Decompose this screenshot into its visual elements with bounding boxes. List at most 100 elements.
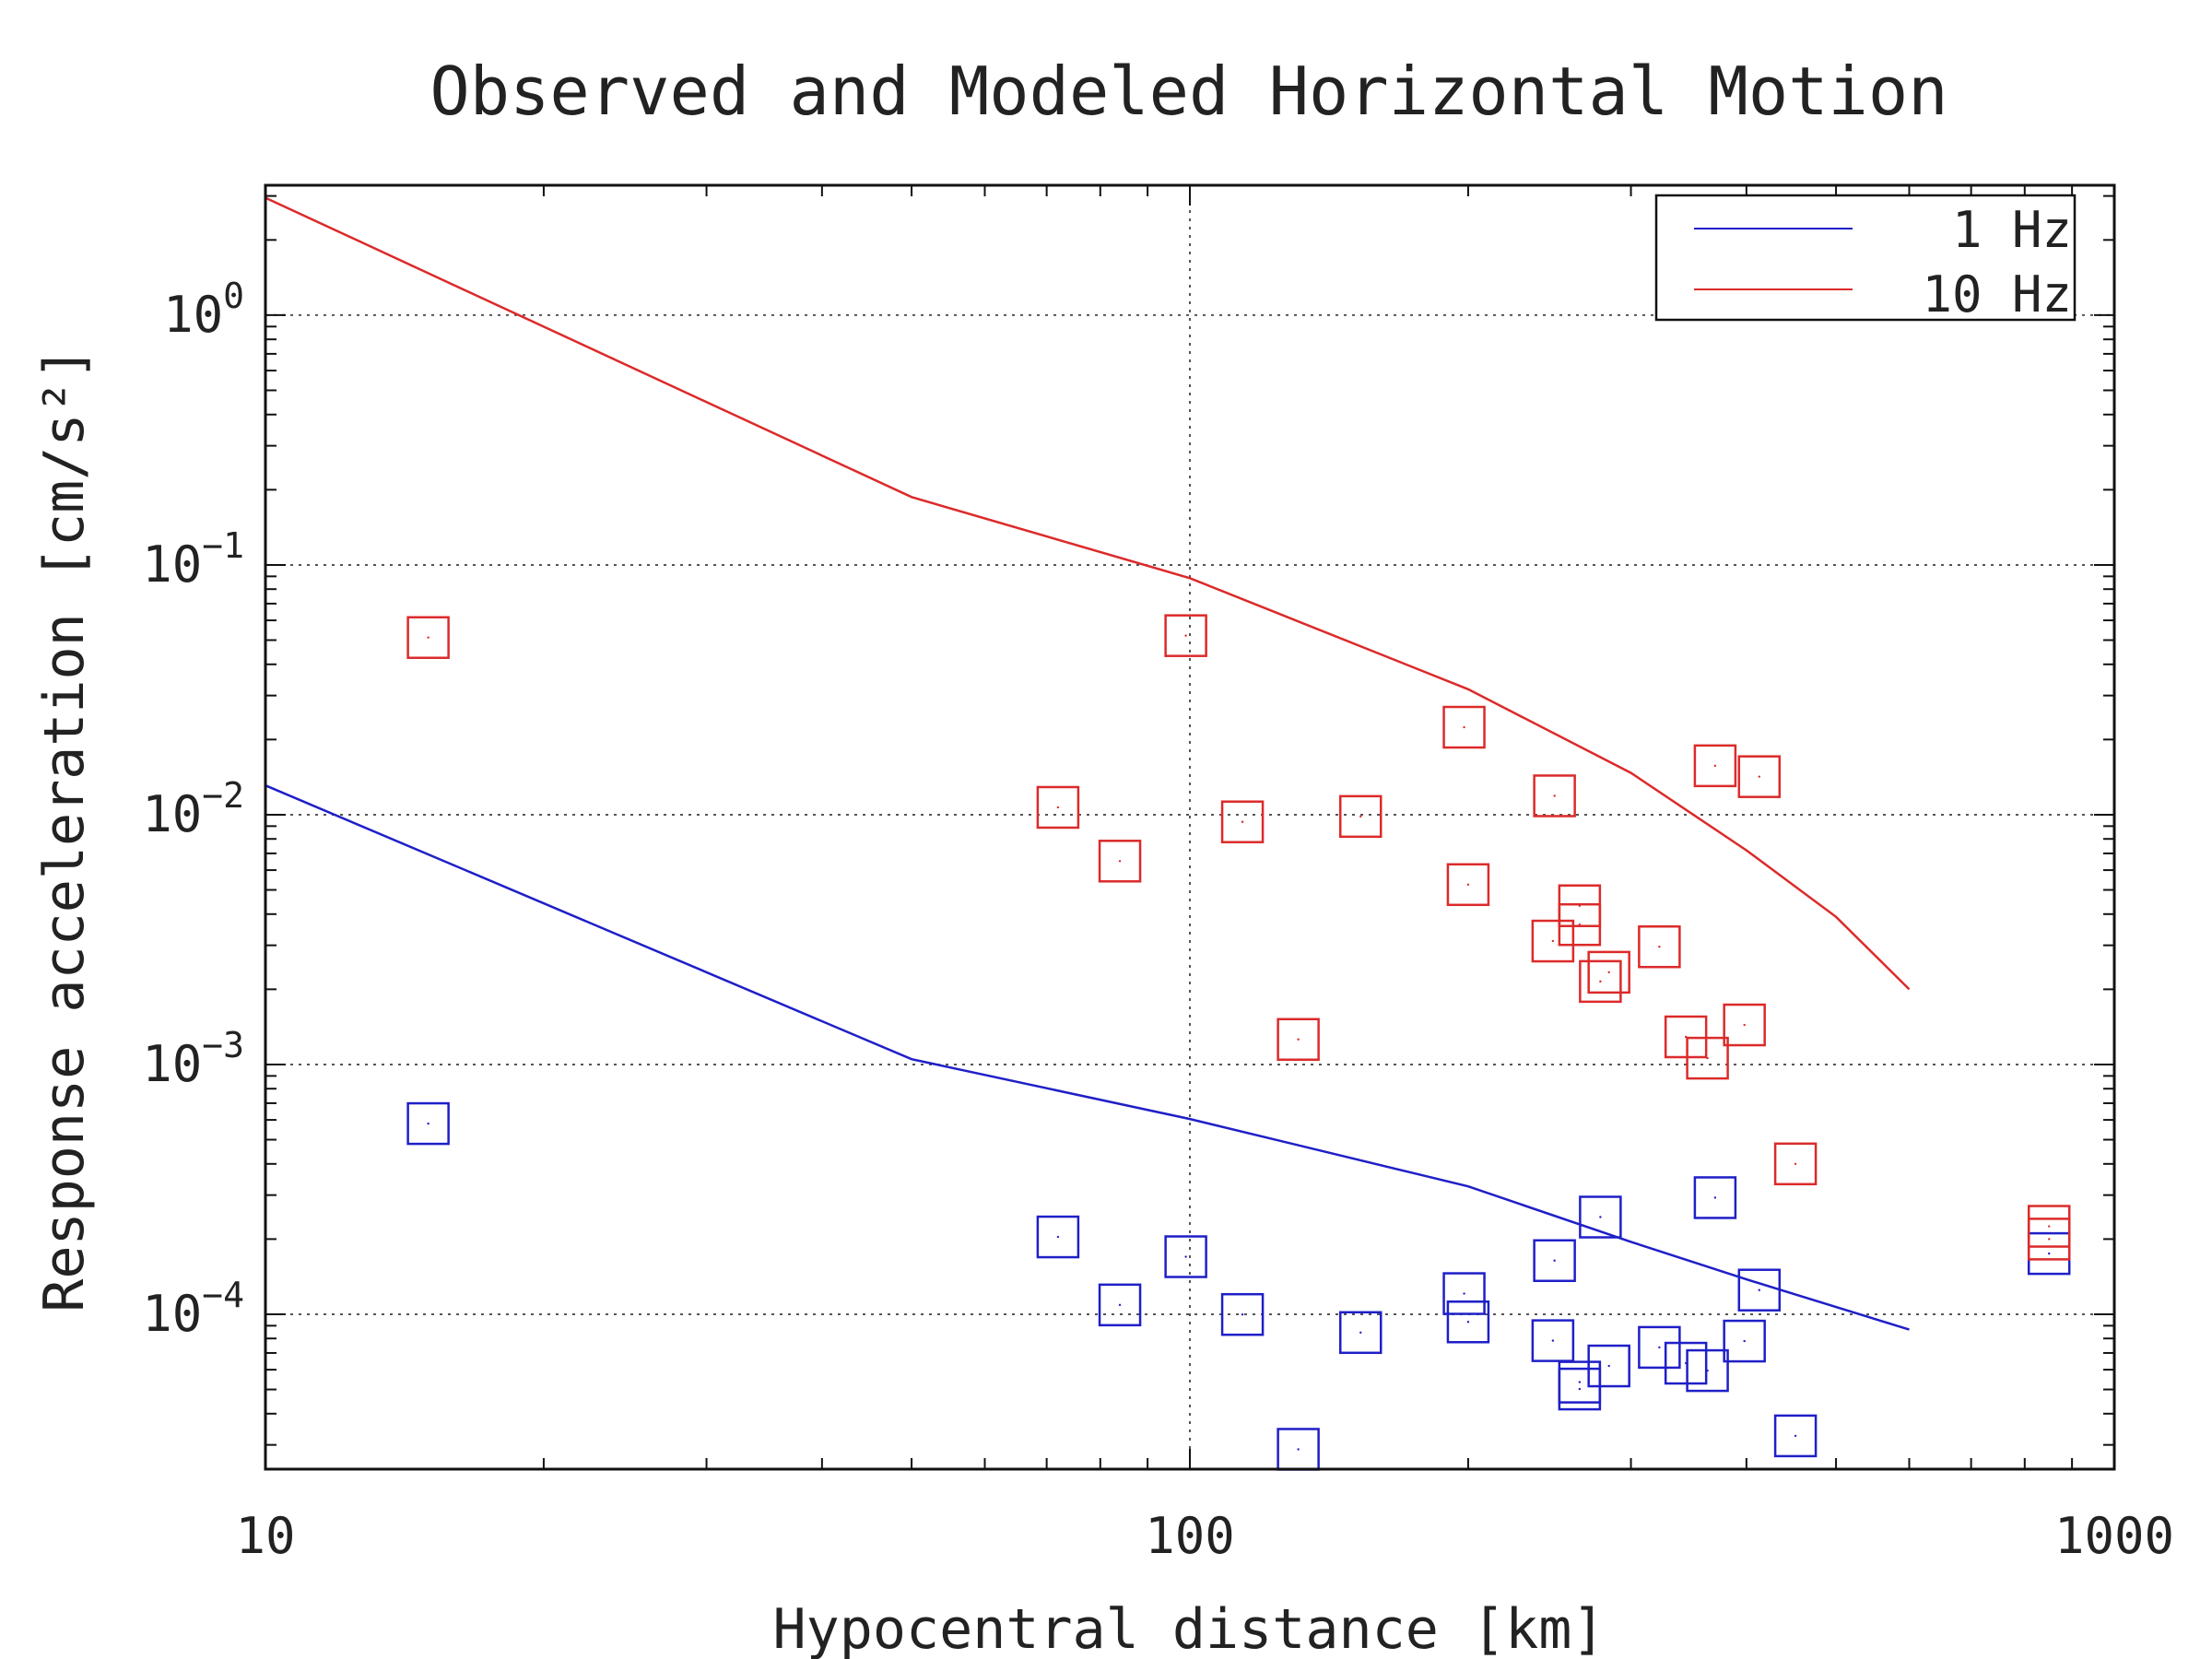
observed-point [1553,1259,1556,1262]
y-tick-labels: 100 10−1 10−2 10−3 10−4 [142,276,244,1343]
x-tick-label: 1000 [2054,1507,2174,1565]
observed-marker [1693,744,1737,788]
observed-marker [1531,919,1575,963]
observed-marker [2027,1218,2071,1261]
observed-point [427,636,429,639]
observed-marker [406,1101,450,1146]
observed-point [1758,775,1760,778]
observed-point [1118,1303,1122,1307]
observed-point [427,1122,429,1125]
observed-point [1713,764,1717,768]
chart-title: Observed and Modeled Horizontal Motion [429,53,1947,130]
observed-marker [1638,1325,1681,1370]
model-lines [265,196,1911,1331]
observed-point [1794,1162,1797,1166]
axis-ticks [265,185,2115,1469]
observed-marker [1277,1018,1320,1062]
observed-marker [1531,1319,1575,1362]
observed-marker [1446,1300,1490,1344]
observed-point [1706,1056,1709,1060]
observed-point [1463,725,1465,729]
observed-marker [1533,774,1576,818]
observed-marker [1723,1003,1766,1047]
observed-marker [1773,1142,1818,1186]
observed-point [1658,1346,1661,1349]
observed-point [2048,1252,2051,1255]
observed-marker [1773,1414,1818,1458]
observed-point [1713,1196,1717,1199]
observed-point [1607,971,1610,974]
observed-marker [1533,1239,1576,1282]
observed-point [1578,924,1582,926]
observed-marker [1220,1292,1265,1336]
x-tick-label: 10 [235,1507,295,1565]
observed-point [1607,1364,1610,1368]
observed-marker [1664,1341,1708,1385]
observed-point [1297,1038,1300,1041]
observed-point [1241,1313,1244,1316]
y-tick-label: 100 [163,276,244,344]
observed-point [1599,980,1602,983]
x-axis-label: Hypocentral distance [km] [772,1597,1605,1659]
observed-marker [1338,1311,1382,1355]
y-axis-label: Response acceleration [cm/s²] [32,347,97,1312]
legend: 1 Hz 10 Hz [1654,194,2077,324]
observed-point [1466,883,1470,886]
observed-marker [1442,1272,1486,1315]
plot-frame [264,183,2116,1471]
observed-point [1118,860,1122,863]
observed-marker [1164,1235,1207,1278]
observed-point [1359,815,1362,818]
observed-point [1794,1434,1797,1438]
observed-marker [1036,1215,1080,1259]
observed-marker [1338,794,1382,839]
observed-marker [1558,1360,1602,1404]
observed-marker [1587,950,1630,994]
observed-point [1553,794,1556,797]
observed-point [1551,939,1555,943]
observed-marker [1723,1319,1766,1363]
x-tick-label: 100 [1145,1507,1235,1565]
observed-marker [1579,1195,1622,1239]
legend-box [1654,194,2077,322]
legend-label-1hz: 1 Hz [1952,201,2072,259]
observed-point [1743,1023,1746,1027]
x-tick-labels: 10 100 1000 [235,1507,2174,1565]
y-tick-label: 10−1 [142,525,244,594]
observed-point [1658,946,1661,948]
observed-marker [1220,800,1265,843]
grid [265,185,2114,1469]
model-line-0 [265,784,1910,1331]
observed-point [1241,820,1244,823]
observed-point [1551,1339,1555,1342]
y-tick-label: 10−4 [142,1275,244,1343]
observed-point [1599,1216,1602,1218]
observed-point [1359,1331,1362,1334]
observed-marker [1558,902,1602,947]
observed-point [1463,1292,1465,1295]
observed-marker [1442,705,1486,749]
observed-marker [1579,959,1622,1004]
observed-marker [1098,840,1142,883]
model-line-1 [265,196,1911,991]
observed-marker [1638,924,1681,969]
observed-point [1578,1381,1582,1383]
observed-marker [1446,863,1490,907]
observed-point [1056,806,1060,809]
observed-point [1743,1339,1746,1343]
observed-point [1758,1288,1760,1291]
observed-point [1297,1448,1300,1451]
observed-marker [1737,1268,1782,1312]
observed-point [1184,634,1187,637]
legend-label-10hz: 10 Hz [1922,265,2072,324]
observed-point [2048,1238,2051,1241]
observed-point [1706,1369,1709,1372]
observed-point [1184,1255,1187,1258]
observed-point [2048,1225,2051,1228]
observed-marker [1036,785,1080,830]
observed-marker [1737,755,1782,798]
observed-marker [1587,1344,1630,1388]
y-tick-label: 10−3 [142,1025,244,1093]
observed-marker [1686,1036,1729,1080]
